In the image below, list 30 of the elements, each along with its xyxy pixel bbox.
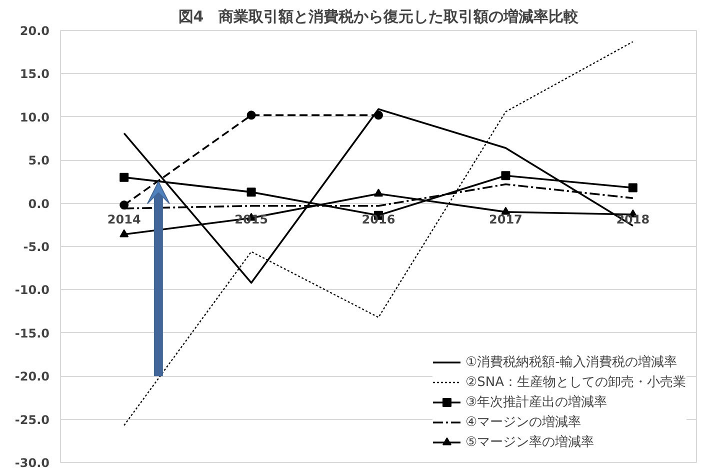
y-tick-label: -25.0	[14, 412, 50, 427]
point	[374, 110, 383, 120]
point	[120, 200, 129, 210]
chart-title: 図4 商業取引額と消費税から復元した取引額の増減率比較	[178, 8, 580, 26]
y-tick-label: -20.0	[14, 370, 50, 384]
legend-label: ①消費税納税額-輸入消費税の増減率	[465, 354, 677, 371]
legend-label: ⑤マージン率の増減率	[465, 434, 594, 451]
y-tick-label: -5.0	[23, 240, 50, 254]
x-tick-label: 2014	[107, 212, 141, 226]
y-tick-label: 5.0	[28, 154, 50, 168]
point	[120, 172, 129, 182]
y-tick-label: 10.0	[20, 110, 50, 124]
point	[628, 183, 638, 192]
point	[120, 229, 129, 238]
y-tick-label: -15.0	[14, 326, 50, 340]
y-tick-label: -30.0	[14, 456, 50, 470]
y-tick-label: -10.0	[14, 283, 50, 298]
point	[501, 206, 510, 215]
x-tick-label: 2016	[362, 212, 396, 226]
point	[246, 110, 256, 120]
legend-label: ④マージンの増減率	[465, 414, 582, 431]
y-tick-label: 15.0	[20, 67, 50, 82]
point	[246, 188, 256, 197]
y-tick-label: 20.0	[20, 24, 50, 38]
legend-label: ③年次推計産出の増減率	[465, 394, 608, 411]
y-tick-label: 0.0	[28, 196, 50, 211]
x-tick-label: 2017	[489, 212, 522, 226]
legend-label: ②SNA：生産物としての卸売・小売業	[465, 374, 686, 391]
point	[374, 188, 383, 197]
point	[501, 171, 510, 180]
